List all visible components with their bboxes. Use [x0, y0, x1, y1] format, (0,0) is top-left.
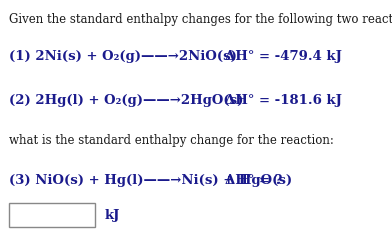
Text: Given the standard enthalpy changes for the following two reactions:: Given the standard enthalpy changes for … [9, 13, 392, 26]
Text: ΔH° = -479.4 kJ: ΔH° = -479.4 kJ [225, 50, 342, 63]
Text: (1) 2Ni(s) + O₂(g)——→2NiO(s): (1) 2Ni(s) + O₂(g)——→2NiO(s) [9, 50, 236, 63]
Text: (3) NiO(s) + Hg(l)——→Ni(s) + HgO(s): (3) NiO(s) + Hg(l)——→Ni(s) + HgO(s) [9, 174, 292, 187]
Text: ΔH° = -181.6 kJ: ΔH° = -181.6 kJ [225, 94, 342, 107]
Text: (2) 2Hg(l) + O₂(g)——→2HgO(s): (2) 2Hg(l) + O₂(g)——→2HgO(s) [9, 94, 243, 107]
Text: kJ: kJ [105, 209, 120, 222]
Text: what is the standard enthalpy change for the reaction:: what is the standard enthalpy change for… [9, 134, 334, 147]
Bar [9, 203, 95, 227]
Text: ΔH° = ?: ΔH° = ? [225, 174, 283, 187]
